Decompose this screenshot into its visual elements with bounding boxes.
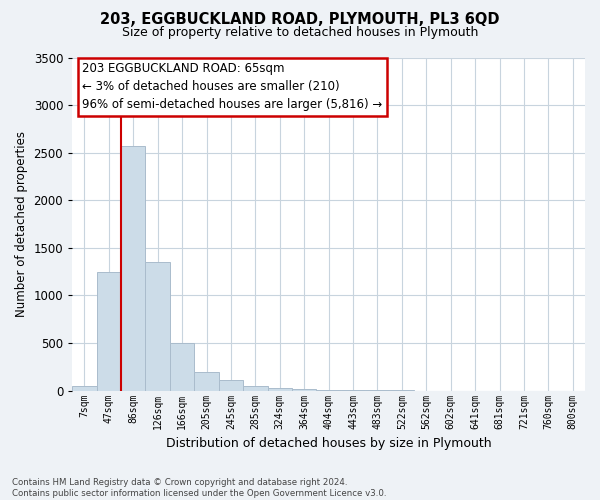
Bar: [145, 262, 170, 390]
Y-axis label: Number of detached properties: Number of detached properties: [15, 131, 28, 317]
Bar: [219, 380, 243, 390]
Bar: [72, 386, 97, 390]
Bar: [97, 272, 121, 390]
Bar: [243, 386, 268, 390]
Bar: [292, 389, 316, 390]
Text: Contains HM Land Registry data © Crown copyright and database right 2024.
Contai: Contains HM Land Registry data © Crown c…: [12, 478, 386, 498]
Bar: [268, 388, 292, 390]
X-axis label: Distribution of detached houses by size in Plymouth: Distribution of detached houses by size …: [166, 437, 491, 450]
Text: 203, EGGBUCKLAND ROAD, PLYMOUTH, PL3 6QD: 203, EGGBUCKLAND ROAD, PLYMOUTH, PL3 6QD: [100, 12, 500, 28]
Bar: [194, 372, 219, 390]
Bar: [121, 146, 145, 390]
Text: Size of property relative to detached houses in Plymouth: Size of property relative to detached ho…: [122, 26, 478, 39]
Text: 203 EGGBUCKLAND ROAD: 65sqm
← 3% of detached houses are smaller (210)
96% of sem: 203 EGGBUCKLAND ROAD: 65sqm ← 3% of deta…: [82, 62, 383, 112]
Bar: [170, 343, 194, 390]
